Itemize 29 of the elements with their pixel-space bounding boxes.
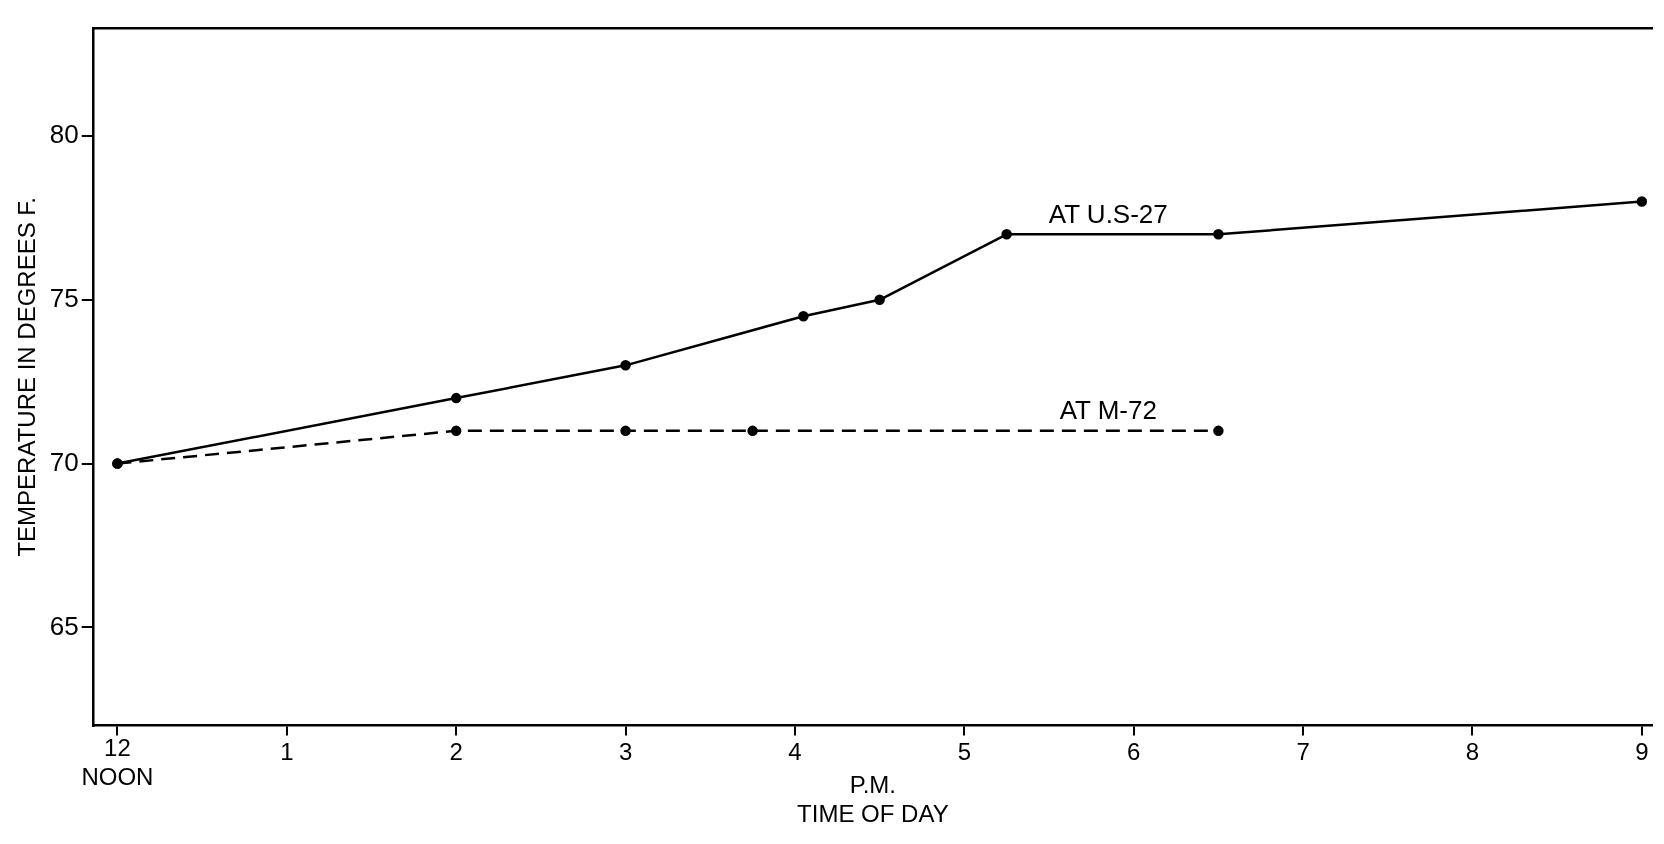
y-tick-label: 80 bbox=[49, 119, 79, 150]
point bbox=[450, 425, 462, 437]
y-axis-title: TEMPERATURE IN DEGREES F. bbox=[13, 197, 41, 557]
point bbox=[450, 392, 462, 404]
x-tick-label: 7 bbox=[1296, 737, 1310, 765]
point bbox=[874, 294, 885, 306]
annotation: AT U.S-27 bbox=[1048, 198, 1168, 229]
point bbox=[1213, 229, 1224, 240]
point bbox=[1001, 229, 1012, 240]
x-tick-label: 8 bbox=[1465, 737, 1480, 765]
point bbox=[620, 360, 631, 371]
point bbox=[1636, 196, 1648, 207]
x-tick-label: 2 bbox=[449, 737, 463, 765]
point bbox=[1213, 425, 1224, 437]
point bbox=[747, 425, 758, 437]
x-tick-label: 3 bbox=[618, 737, 633, 765]
x-tick-label: 6 bbox=[1127, 737, 1141, 765]
y-tick-label: 70 bbox=[49, 446, 79, 477]
y-tick-label: 65 bbox=[49, 610, 79, 641]
x-tick-label: 4 bbox=[788, 737, 802, 765]
x-axis-title: P.M. TIME OF DAY bbox=[797, 771, 949, 828]
y-tick-label: 75 bbox=[49, 283, 79, 314]
x-tick-label: 9 bbox=[1635, 737, 1649, 765]
x-tick-label: 5 bbox=[957, 737, 971, 765]
point bbox=[620, 425, 631, 437]
x-tick-label: 1 bbox=[280, 737, 294, 765]
point bbox=[798, 310, 809, 322]
text: 12 NOON bbox=[81, 734, 154, 791]
annotation: AT M-72 bbox=[1059, 395, 1157, 426]
